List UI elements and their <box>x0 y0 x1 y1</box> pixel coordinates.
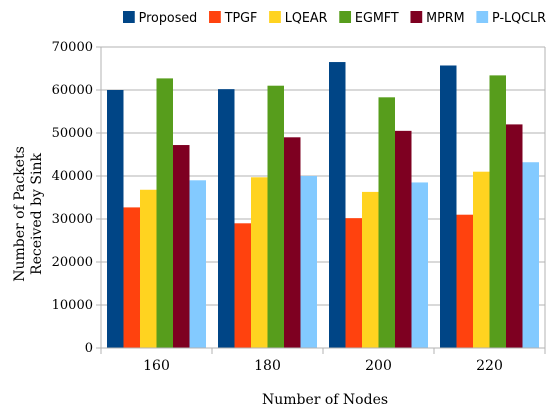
y-tick-label: 50000 <box>52 126 93 141</box>
bar-proposed-220 <box>440 65 457 349</box>
axes <box>100 47 546 354</box>
y-tick-labels: 0 10000 20000 30000 40000 50000 60000 70000 <box>52 40 93 356</box>
x-tick-label: 160 <box>143 358 170 374</box>
legend-swatch <box>339 11 352 23</box>
bar-tpgf-180 <box>234 223 251 348</box>
bars <box>107 62 539 349</box>
legend-item-p-lqclr: P-LQCLR <box>476 11 546 26</box>
y-tick-label: 20000 <box>52 255 93 270</box>
y-tick-label: 70000 <box>52 40 93 55</box>
legend-swatch <box>269 11 281 23</box>
x-axis-title: Number of Nodes <box>262 392 388 408</box>
bar-egmft-220 <box>489 75 506 348</box>
x-tick-label: 200 <box>365 358 392 374</box>
legend-label: Proposed <box>139 11 198 26</box>
bar-p-lqclr-200 <box>411 182 428 348</box>
bar-proposed-160 <box>107 90 124 348</box>
bar-p-lqclr-160 <box>189 180 206 348</box>
legend-item-egmft: EGMFT <box>339 11 399 26</box>
bar-tpgf-160 <box>123 207 140 348</box>
legend-item-lqear: LQEAR <box>269 11 328 26</box>
legend-label: P-LQCLR <box>492 11 546 26</box>
y-tick-label: 60000 <box>52 83 93 98</box>
bar-lqear-200 <box>362 191 379 348</box>
legend-item-tpgf: TPGF <box>209 11 257 26</box>
bar-mprm-220 <box>506 124 523 349</box>
bar-lqear-220 <box>473 171 490 348</box>
y-tick-label: 0 <box>85 341 93 356</box>
legend-swatch <box>209 11 221 23</box>
legend-label: TPGF <box>224 11 258 26</box>
legend-swatch <box>476 11 489 23</box>
bar-p-lqclr-180 <box>300 176 317 348</box>
y-axis-title-line-2: Received by Sink <box>29 153 45 275</box>
y-tick-label: 30000 <box>52 212 93 227</box>
bar-lqear-160 <box>140 189 157 348</box>
x-tick-labels: 160 180 200 220 <box>143 358 503 374</box>
legend-label: EGMFT <box>355 11 399 26</box>
y-axis-title: Number of Packets Received by Sink <box>12 146 45 282</box>
legend-swatch <box>123 11 135 23</box>
bar-proposed-200 <box>329 62 346 349</box>
bar-mprm-160 <box>173 145 190 348</box>
y-tick-label: 40000 <box>52 169 93 184</box>
x-tick-label: 180 <box>254 358 281 374</box>
bar-proposed-180 <box>218 89 235 348</box>
bar-egmft-180 <box>267 85 284 348</box>
legend-label: MPRM <box>426 11 464 26</box>
legend-label: LQEAR <box>285 11 328 26</box>
legend-item-mprm: MPRM <box>410 11 465 26</box>
bar-tpgf-200 <box>345 218 362 348</box>
bar-mprm-180 <box>284 137 301 348</box>
legend: Proposed TPGF LQEAR EGMFT MPRM P-LQCLR <box>123 11 546 26</box>
bar-egmft-160 <box>156 78 173 348</box>
bar-lqear-180 <box>251 177 268 348</box>
y-tick-label: 10000 <box>52 298 93 313</box>
bar-tpgf-220 <box>456 214 473 348</box>
bar-mprm-200 <box>395 130 412 348</box>
x-tick-label: 220 <box>476 358 503 374</box>
y-axis-title-line-1: Number of Packets <box>12 146 28 282</box>
legend-item-proposed: Proposed <box>123 11 197 26</box>
legend-swatch <box>410 11 423 23</box>
bar-egmft-200 <box>378 97 395 348</box>
bar-p-lqclr-220 <box>522 162 539 348</box>
